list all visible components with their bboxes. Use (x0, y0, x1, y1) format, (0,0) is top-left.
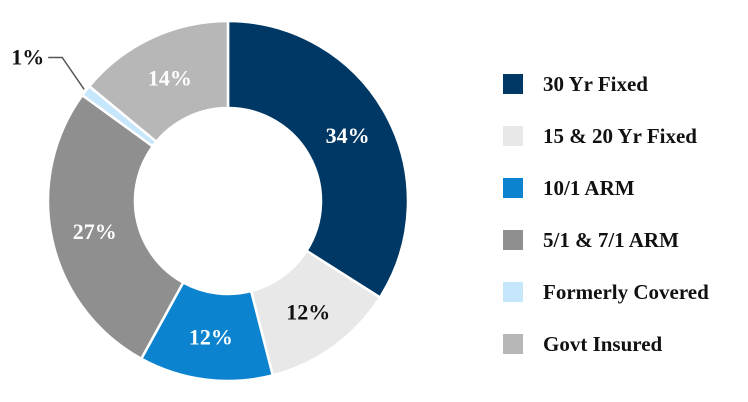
slice-label-15-20yr-fixed: 12% (286, 299, 330, 324)
slice-5-1-7-1-arm (46, 93, 185, 360)
slice-label-30yr-fixed: 34% (326, 123, 370, 148)
legend-label-5-1-7-1-arm: 5/1 & 7/1 ARM (543, 227, 679, 252)
slice-label-10-1-arm: 12% (189, 324, 233, 349)
legend-label-15-20yr-fixed: 15 & 20 Yr Fixed (543, 123, 697, 148)
leader-line-formerly-covered (48, 56, 85, 90)
legend-swatch-10-1-arm (503, 178, 523, 198)
slice-30yr-fixed (226, 19, 410, 299)
legend-swatch-govt-insured (503, 334, 523, 354)
slice-govt-insured (88, 19, 230, 143)
legend-label-10-1-arm: 10/1 ARM (543, 175, 635, 200)
legend-swatch-15-20yr-fixed (503, 126, 523, 146)
legend-label-govt-insured: Govt Insured (543, 331, 663, 356)
legend-item-15-20yr-fixed: 15 & 20 Yr Fixed (503, 110, 709, 162)
slice-label-govt-insured: 14% (148, 65, 192, 90)
legend-item-formerly-covered: Formerly Covered (503, 266, 709, 318)
legend-item-govt-insured: Govt Insured (503, 318, 709, 370)
legend-swatch-30yr-fixed (503, 74, 523, 94)
legend: 30 Yr Fixed 15 & 20 Yr Fixed 10/1 ARM 5/… (503, 58, 709, 370)
legend-item-5-1-7-1-arm: 5/1 & 7/1 ARM (503, 214, 709, 266)
slice-label-5-1-7-1-arm: 27% (73, 219, 117, 244)
legend-label-30yr-fixed: 30 Yr Fixed (543, 71, 648, 96)
legend-item-10-1-arm: 10/1 ARM (503, 162, 709, 214)
legend-swatch-5-1-7-1-arm (503, 230, 523, 250)
legend-item-30yr-fixed: 30 Yr Fixed (503, 58, 709, 110)
slice-label-formerly-covered: 1% (11, 44, 44, 69)
legend-label-formerly-covered: Formerly Covered (543, 279, 709, 304)
legend-swatch-formerly-covered (503, 282, 523, 302)
